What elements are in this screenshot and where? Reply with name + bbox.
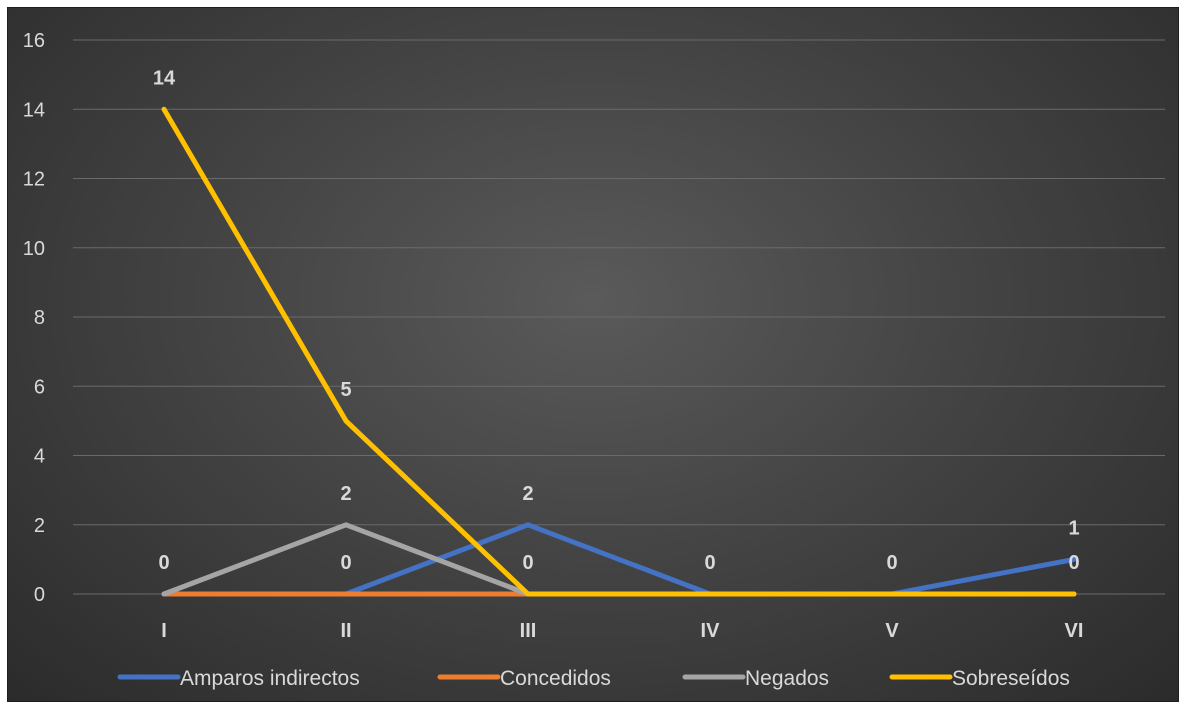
series-line-sobrese-dos bbox=[164, 109, 1074, 594]
x-tick-label-III: III bbox=[520, 620, 537, 642]
data-label-sobrese-dos-0: 14 bbox=[153, 67, 176, 89]
legend: Amparos indirectos Concedidos Negados Sobre… bbox=[120, 667, 1070, 690]
y-tick-label-12: 12 bbox=[23, 169, 45, 191]
x-axis-ticks: I II III IV V VI bbox=[161, 620, 1083, 642]
y-tick-label-0: 0 bbox=[34, 584, 45, 606]
data-label-concedidos-3: 0 bbox=[704, 552, 715, 574]
data-label-sobrese-dos-1: 5 bbox=[340, 379, 351, 401]
legend-label-0: Amparos indirectos bbox=[180, 667, 360, 690]
x-tick-label-V: V bbox=[885, 620, 899, 642]
x-tick-label-II: II bbox=[340, 620, 351, 642]
y-tick-label-14: 14 bbox=[23, 99, 45, 121]
x-tick-label-I: I bbox=[161, 620, 167, 642]
x-tick-label-IV: IV bbox=[701, 620, 721, 642]
legend-label-1: Concedidos bbox=[500, 667, 611, 690]
data-label-amparos-indirectos-2: 2 bbox=[522, 483, 533, 505]
x-tick-label-VI: VI bbox=[1065, 620, 1084, 642]
gridlines bbox=[73, 40, 1165, 594]
y-tick-label-4: 4 bbox=[34, 446, 45, 468]
data-label-negados-1: 2 bbox=[340, 483, 351, 505]
data-labels: 2 1 2 14 5 0 0 0 0 0 0 bbox=[153, 67, 1080, 574]
y-tick-label-10: 10 bbox=[23, 238, 45, 260]
series-lines bbox=[164, 109, 1074, 594]
legend-label-3: Sobreseídos bbox=[952, 667, 1070, 690]
data-label-concedidos-2: 0 bbox=[522, 552, 533, 574]
legend-label-2: Negados bbox=[745, 667, 829, 690]
series-line-amparos-indirectos bbox=[164, 525, 1074, 594]
y-tick-label-16: 16 bbox=[23, 30, 45, 52]
data-label-concedidos-4: 0 bbox=[886, 552, 897, 574]
y-tick-label-8: 8 bbox=[34, 307, 45, 329]
data-label-concedidos-5: 0 bbox=[1068, 552, 1079, 574]
y-tick-label-2: 2 bbox=[34, 515, 45, 537]
y-axis-ticks: 0 2 4 6 8 10 12 14 16 bbox=[23, 30, 45, 606]
data-label-concedidos-0: 0 bbox=[158, 552, 169, 574]
data-label-concedidos-1: 0 bbox=[340, 552, 351, 574]
data-label-amparos-indirectos-5: 1 bbox=[1068, 517, 1079, 539]
y-tick-label-6: 6 bbox=[34, 376, 45, 398]
